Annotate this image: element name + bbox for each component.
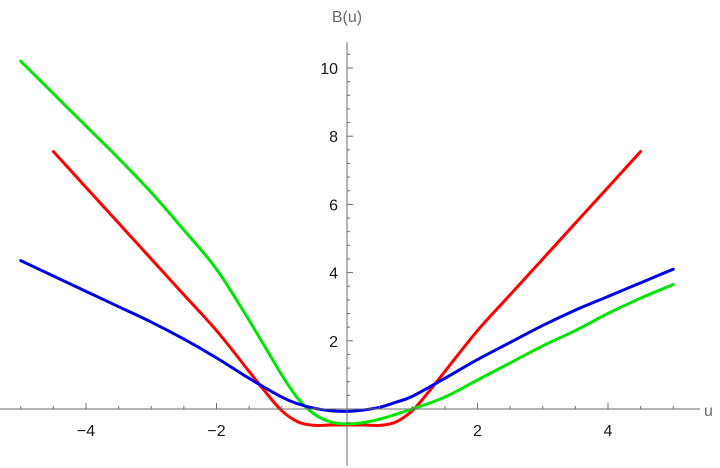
y-tick-label: 6 xyxy=(329,197,338,214)
series-line-green xyxy=(19,59,675,426)
ticks-layer: −4 −2 2 4 2 4 6 8 10 xyxy=(20,53,674,440)
axes-layer xyxy=(0,42,700,466)
x-tick-label: −2 xyxy=(207,423,225,440)
y-tick-label: 10 xyxy=(320,61,338,78)
y-tick-label: 4 xyxy=(329,266,338,283)
y-tick-label: 2 xyxy=(329,334,338,351)
y-axis-title: B(u) xyxy=(332,9,362,26)
x-axis-title: u xyxy=(704,403,713,420)
x-tick-label: 4 xyxy=(604,423,613,440)
x-tick-label: −4 xyxy=(77,423,95,440)
x-tick-label: 2 xyxy=(473,423,482,440)
y-tick-label: 8 xyxy=(329,129,338,146)
